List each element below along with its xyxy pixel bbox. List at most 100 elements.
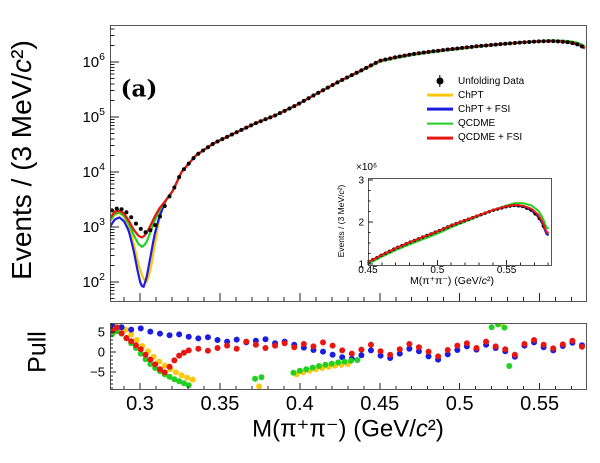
data-point — [436, 48, 441, 53]
qcdme-fsi-line-marker-icon — [427, 131, 453, 145]
data-point — [119, 207, 124, 212]
data-point — [220, 137, 225, 142]
pull-axis-ticks — [110, 323, 573, 389]
data-point — [560, 39, 565, 44]
data-point — [205, 145, 210, 150]
pull-point-3 — [511, 351, 518, 358]
pull-point-3 — [377, 348, 384, 355]
data-point — [249, 123, 254, 128]
pull-point-2 — [147, 361, 154, 367]
pull-point-3 — [579, 343, 585, 350]
data-point — [354, 70, 359, 75]
pull-point-3 — [348, 350, 355, 357]
pull-point-3 — [142, 351, 149, 358]
data-point — [378, 58, 383, 63]
data-point — [503, 41, 508, 46]
pull-point-2 — [506, 363, 513, 369]
x-axis-title: M(π⁺π⁻) (GeV/c²) — [252, 415, 444, 443]
data-point — [167, 194, 172, 199]
data-point — [407, 52, 412, 57]
pull-point-3 — [415, 344, 422, 351]
data-point — [215, 139, 220, 144]
pull-point-2 — [335, 359, 342, 366]
pull-point-0 — [184, 374, 191, 381]
pull-point-3 — [483, 338, 490, 345]
data-point — [335, 80, 340, 85]
pull-y-axis-title: Pull — [23, 331, 52, 373]
data-point — [460, 45, 465, 50]
data-point — [412, 51, 417, 56]
inset-y-axis-title: Events / (3 MeV/c²) — [336, 184, 346, 258]
pull-point-1 — [406, 345, 413, 352]
legend-item-chpt: ChPT — [427, 88, 524, 102]
pull-point-3 — [262, 345, 269, 351]
pull-point-1 — [195, 335, 202, 342]
qcdme-line-marker-icon — [427, 117, 453, 131]
data-point — [277, 111, 282, 116]
legend-label: Unfolding Data — [458, 75, 525, 87]
data-point — [306, 96, 311, 101]
pull-point-1 — [425, 353, 432, 360]
data-point — [229, 132, 234, 137]
data-point — [383, 57, 388, 62]
pull-point-0 — [256, 383, 263, 389]
pull-point-3 — [492, 343, 499, 350]
data-point — [244, 125, 249, 130]
pull-point-2 — [495, 323, 502, 328]
pull-point-3 — [152, 361, 159, 368]
data-point — [287, 106, 292, 111]
data-point — [498, 42, 503, 47]
pull-plot-area — [110, 323, 585, 389]
data-point — [325, 85, 330, 90]
data-point — [129, 215, 134, 220]
data-point — [340, 77, 345, 82]
data-point — [345, 75, 349, 80]
data-point — [225, 134, 230, 139]
data-point — [416, 51, 421, 56]
y-tick-label: 105 — [82, 106, 105, 126]
pull-point-1 — [358, 352, 365, 359]
legend-label: QCDME + FSI — [458, 132, 523, 144]
pull-point-1 — [156, 330, 163, 337]
pull-point-1 — [454, 347, 461, 353]
data-point — [556, 39, 561, 44]
pull-point-1 — [377, 352, 384, 359]
data-point — [484, 43, 489, 48]
data-point — [397, 54, 402, 59]
pull-point-2 — [166, 373, 173, 380]
pull-point-1 — [137, 325, 144, 332]
y-tick-label: 106 — [82, 51, 105, 71]
data-point — [196, 151, 201, 156]
legend: Unfolding Data ChPT ChPT + FSI QCDME QCD… — [427, 74, 524, 145]
pull-point-1 — [118, 324, 125, 331]
pull-point-2 — [142, 356, 149, 363]
data-point — [474, 44, 479, 49]
data-point — [349, 73, 354, 78]
pull-point-1 — [367, 347, 374, 354]
pull-point-0 — [189, 376, 196, 383]
pull-point-3 — [291, 344, 298, 351]
data-point — [565, 40, 570, 45]
pull-point-1 — [204, 334, 211, 341]
pull-point-1 — [147, 328, 154, 335]
pull-point-0 — [161, 362, 168, 369]
pull-point-1 — [128, 326, 135, 333]
x-tick-label: 0.35 — [200, 393, 239, 415]
data-point — [464, 45, 469, 50]
pull-point-3 — [113, 324, 120, 331]
pull-point-2 — [180, 380, 187, 387]
pull-point-3 — [463, 340, 470, 347]
pull-point-3 — [272, 342, 279, 349]
inset-x-tick-label: 0.45 — [358, 265, 378, 276]
data-point — [455, 46, 460, 51]
pull-point-3 — [521, 341, 528, 347]
data-point — [239, 127, 244, 132]
pull-point-2 — [290, 369, 297, 376]
pull-point-2 — [316, 363, 323, 369]
data-point — [191, 156, 196, 161]
pull-point-3 — [387, 351, 394, 358]
data-point — [551, 39, 556, 44]
pull-point-0 — [172, 369, 179, 376]
pull-point-3 — [444, 347, 451, 353]
